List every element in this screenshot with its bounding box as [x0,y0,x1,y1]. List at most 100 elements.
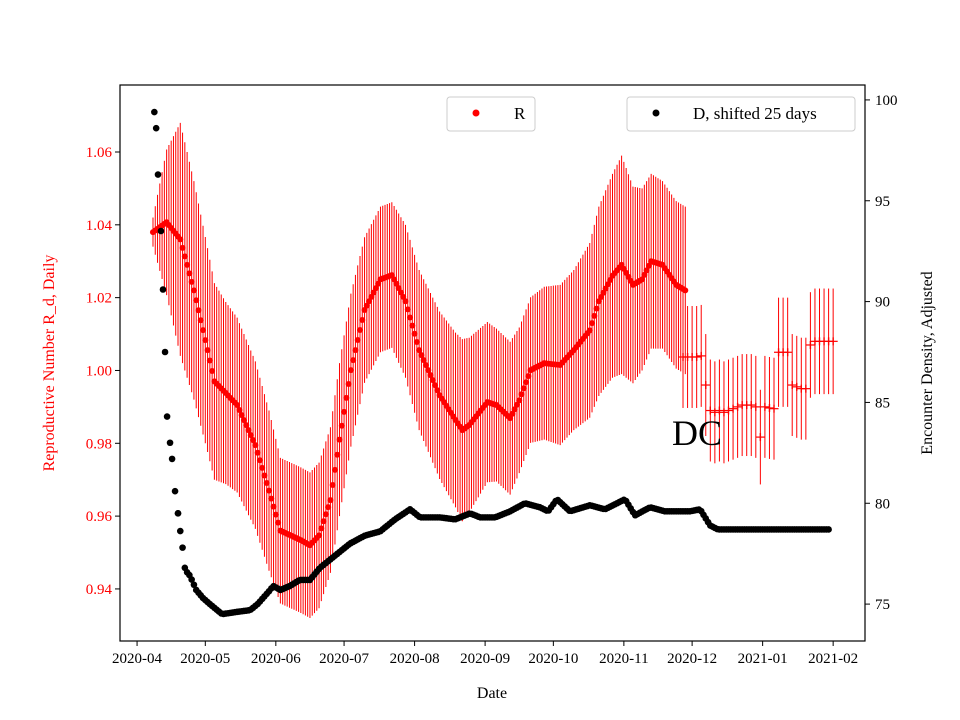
d-point [157,227,165,235]
r-point [425,367,432,374]
y-left-tick-label: 1.06 [86,145,113,161]
r-point [432,382,439,389]
x-tick-label: 2021-02 [808,651,858,667]
series-d [151,108,832,618]
r-point [418,352,425,359]
r-point [316,532,323,539]
r-point [525,373,532,380]
r-point [261,472,268,479]
r-point [407,314,414,321]
r-point [420,357,427,364]
d-point [179,544,186,551]
y-left-tick-label: 0.94 [86,582,113,598]
d-point [154,171,162,178]
r-point [345,381,352,388]
x-axis: 2020-04 2020-05 2020-06 2020-07 2020-08 2020-… [112,641,858,667]
r-point [518,391,525,398]
r-point [336,436,343,443]
r-point [190,287,197,294]
d-point [151,108,158,116]
r-point [325,504,332,511]
y-right-tick-label: 95 [875,194,890,210]
r-point [266,487,272,494]
y-left-tick-label: 1.04 [86,218,113,234]
r-point [322,511,329,518]
r-point [270,503,277,510]
r-point [359,317,366,324]
r-point [318,525,325,532]
x-tick-label: 2020-04 [112,651,162,667]
r-point [238,412,245,419]
x-tick-label: 2020-08 [390,651,440,667]
r-point [343,394,350,401]
r-point [209,367,216,374]
r-point [586,327,593,334]
legend-d-label: D, shifted 25 days [693,104,817,123]
r-point [204,347,211,354]
r-point [589,320,596,327]
y-right-tick-label: 80 [875,496,890,512]
d-point [171,487,179,495]
r-point [240,417,247,424]
d-point [163,413,171,420]
x-axis-label: Date [477,685,507,702]
r-point [593,305,600,312]
r-point [195,307,202,314]
annotation-dc: DC [672,413,722,453]
r-point [186,270,193,277]
r-point [411,330,418,337]
plot-area [149,108,838,619]
r-point [350,357,357,364]
d-point [176,527,184,535]
r-point [256,457,263,464]
x-tick-label: 2020-12 [667,651,717,667]
y-axis-left: 0.94 0.96 0.98 1.00 1.02 1.04 1.06 [86,145,120,598]
x-tick-label: 2020-05 [180,651,230,667]
y-right-tick-label: 85 [875,395,890,411]
r-point [250,437,257,444]
r-point [413,338,420,345]
r-point [245,427,252,434]
r-point [236,407,243,414]
x-tick-label: 2020-10 [528,651,578,667]
d-point [159,286,167,293]
r-point [263,480,270,487]
r-point [234,402,241,409]
r-point [320,518,327,525]
r-point [427,372,434,379]
r-point [354,337,361,344]
r-point [682,287,689,294]
legend-r-marker [472,109,480,117]
r-point [181,253,188,260]
r-point [416,347,423,354]
y-axis-right: 75 80 85 90 95 100 [865,93,898,613]
r-point [507,415,514,422]
r-point [409,322,416,329]
r-point [200,327,207,334]
r-point [520,385,527,392]
d-point [188,576,195,583]
r-point [334,451,341,458]
r-point [352,347,359,354]
y-axis-right-label: Encounter Density, Adjusted [919,271,936,454]
x-tick-label: 2021-01 [738,651,788,667]
r-point [206,357,213,364]
r-point [202,337,209,344]
r-point [404,306,411,313]
d-point [190,581,198,589]
d-point [825,526,832,533]
r-point [188,278,195,285]
r-point [341,408,348,415]
r-point [643,267,650,274]
r-point [275,519,282,526]
r-point [331,466,338,473]
r-point [259,464,266,471]
r-point [509,410,516,417]
x-tick-label: 2020-06 [251,651,301,667]
d-point [174,510,182,517]
d-point [168,455,176,463]
r-point [184,261,191,268]
series-r-late [678,288,838,485]
r-point [179,244,186,251]
